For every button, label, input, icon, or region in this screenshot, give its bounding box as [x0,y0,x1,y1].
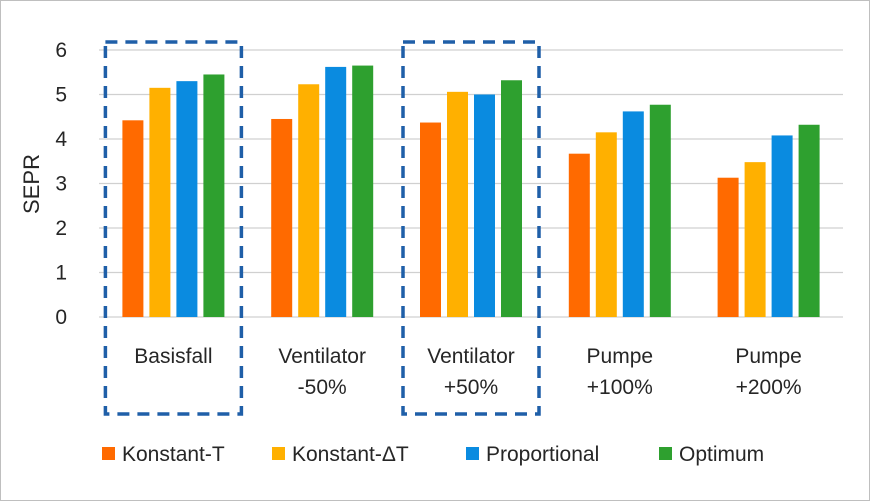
legend-label: Konstant-ΔT [292,443,409,466]
bar-konstant-t-3 [568,153,590,317]
legend-swatch [659,447,672,460]
legend-label: Konstant-T [122,443,225,466]
bar-optimum-4 [798,124,820,317]
bar-optimum-3 [649,104,671,317]
bar-konstant-t-1 [271,118,293,317]
y-tick-label: 5 [55,84,67,107]
y-tick-label: 2 [55,217,67,240]
y-tick-label: 6 [55,39,67,62]
bar-proportional-4 [771,135,793,317]
bar-optimum-2 [501,80,522,317]
y-tick-label: 3 [55,173,67,196]
category-label: Pumpe +200% [735,345,802,399]
y-tick-label: 0 [55,306,67,329]
bar-optimum-1 [352,65,374,317]
y-axis-title: SEPR [19,154,44,214]
legend-swatch [102,447,115,460]
bars [122,65,820,318]
bar-optimum-0 [203,74,225,317]
bar-proportional-3 [622,111,644,317]
bar-konstant-t-2 [420,122,441,317]
legend-item: Konstant-ΔT [272,443,409,466]
legend-item: Optimum [659,443,764,466]
bar-konstant-t-3 [595,132,617,317]
category-label: Ventilator -50% [278,345,366,399]
category-label: Pumpe +100% [587,345,654,399]
legend-label: Optimum [679,443,764,466]
bar-konstant-t-2 [447,91,468,317]
highlight-boxes [103,40,541,416]
legend-label: Proportional [486,443,599,466]
category-label: Basisfall [134,345,212,368]
bar-proportional-1 [325,66,347,317]
legend-swatch [466,447,479,460]
category-label: Ventilator +50% [427,345,515,399]
legend: Konstant-T Konstant-ΔT Proportional Optimum [102,443,764,466]
bar-konstant-t-4 [744,162,766,317]
category-labels: Basisfall Ventilator -50% Ventilator +50% Pum… [134,345,802,399]
legend-item: Proportional [466,443,599,466]
bar-konstant-t-1 [298,84,320,317]
y-tick-label: 1 [55,262,67,285]
bar-proportional-0 [176,81,198,318]
bar-konstant-t-0 [122,120,144,317]
highlight-box [401,40,541,416]
bar-konstant-t-4 [717,177,739,317]
legend-swatch [272,447,285,460]
legend-item: Konstant-T [102,443,225,466]
y-axis-tick-labels: 0 1 2 3 4 5 6 [55,39,67,329]
bar-konstant-t-0 [149,87,171,317]
highlight-box [103,40,244,416]
y-tick-label: 4 [55,128,67,151]
bar-proportional-2 [474,94,495,317]
